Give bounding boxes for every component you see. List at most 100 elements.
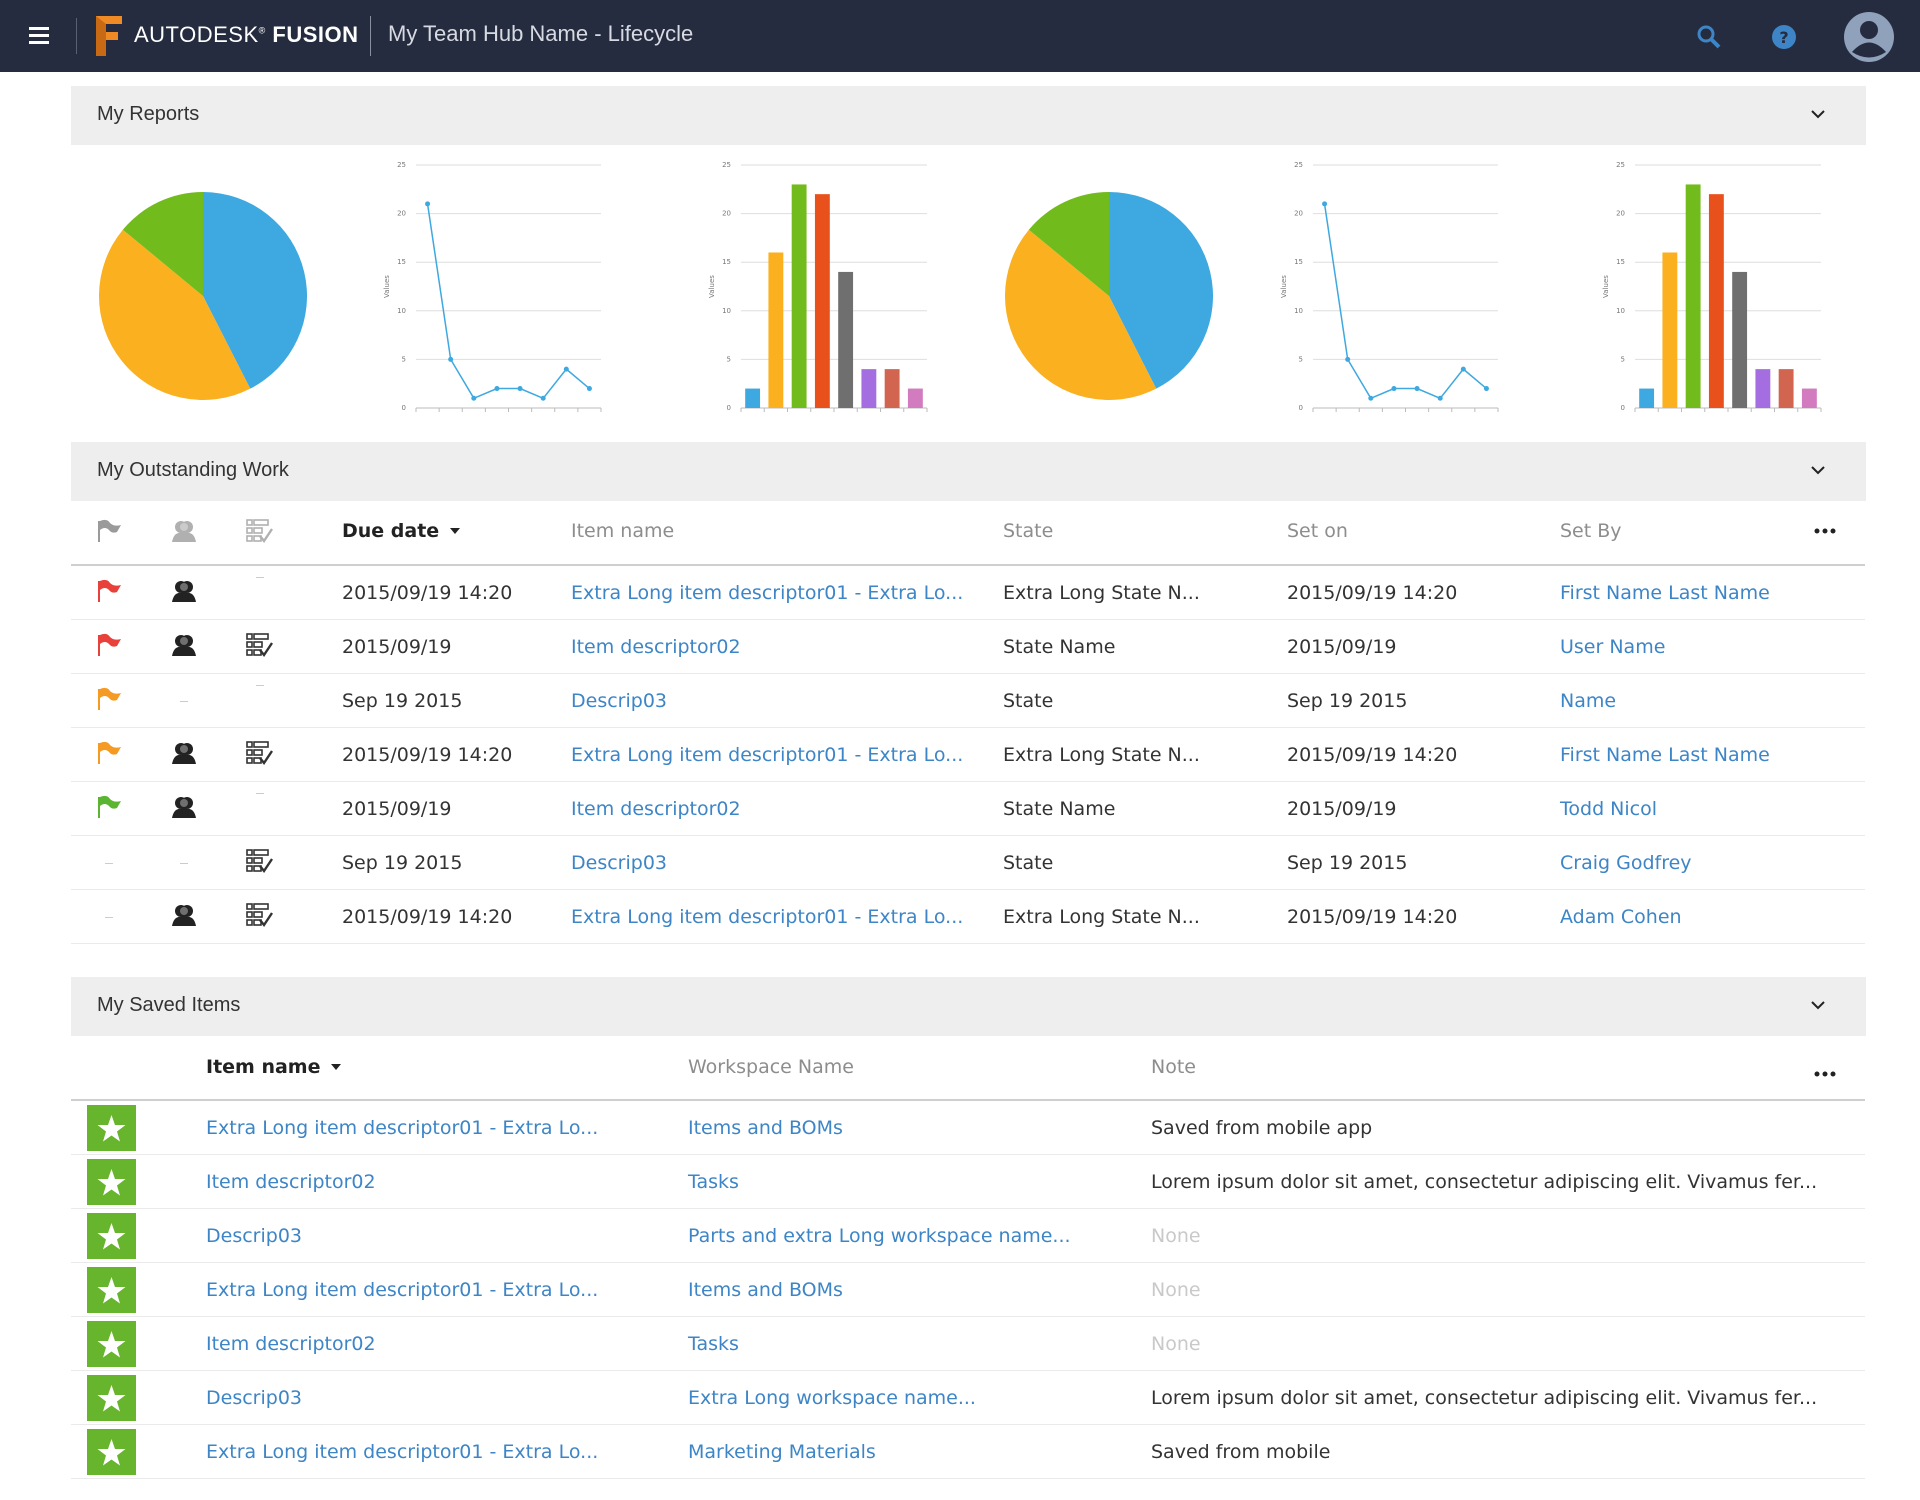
chevron <box>1811 110 1825 119</box>
top-bar: AUTODESK® FUSION My Team Hub Name - Life… <box>0 0 1920 72</box>
set-by[interactable]: Craig Godfrey <box>1560 852 1692 874</box>
header-rule <box>71 564 1865 566</box>
flag <box>98 687 121 710</box>
line-point <box>1460 366 1466 372</box>
item-name[interactable]: Descrip03 <box>206 1225 302 1247</box>
workspace-name[interactable]: Items and BOMs <box>688 1279 843 1301</box>
y-tick-label: 15 <box>1294 258 1303 266</box>
line-point <box>1414 386 1420 392</box>
owner-icon <box>172 635 196 656</box>
more-menu[interactable] <box>1813 1071 1837 1077</box>
menu-button[interactable] <box>29 27 51 45</box>
item-name[interactable]: Extra Long item descriptor01 - Extra Lo.… <box>206 1279 599 1301</box>
favorite-star[interactable] <box>86 1213 136 1259</box>
note: Lorem ipsum dolor sit amet, consectetur … <box>1151 1171 1818 1193</box>
favorite-star[interactable] <box>86 1429 136 1475</box>
workspace-name[interactable]: Extra Long workspace name... <box>688 1387 976 1409</box>
line-point <box>471 395 477 401</box>
state: State Name <box>1003 636 1116 658</box>
set-by[interactable]: User Name <box>1560 636 1666 658</box>
column-header[interactable]: State <box>1003 520 1054 542</box>
set-by[interactable]: Todd Nicol <box>1560 798 1658 820</box>
bar <box>1778 369 1794 408</box>
item[interactable]: Extra Long item descriptor01 - Extra Lo.… <box>571 744 964 766</box>
favorite-star[interactable] <box>86 1321 136 1367</box>
empty-marker <box>180 701 188 702</box>
line-point <box>563 366 569 372</box>
favorite-star[interactable] <box>86 1105 136 1151</box>
bar <box>814 194 830 408</box>
workspace-name[interactable]: Tasks <box>688 1171 739 1193</box>
y-tick-label: 0 <box>1621 404 1625 412</box>
column-header[interactable]: Workspace Name <box>688 1056 854 1078</box>
column-header[interactable]: Set By <box>1560 520 1622 542</box>
set-on: 2015/09/19 14:20 <box>1287 582 1458 604</box>
row-rule <box>71 727 1865 728</box>
note: None <box>1151 1225 1201 1247</box>
item-name[interactable]: Item descriptor02 <box>206 1171 376 1193</box>
line-point <box>1483 386 1489 392</box>
section-title: My Reports <box>97 103 200 125</box>
note: Saved from mobile app <box>1151 1117 1373 1139</box>
y-axis-label: Values <box>708 275 716 298</box>
bar <box>791 184 807 408</box>
workspace-name[interactable]: Tasks <box>688 1333 739 1355</box>
favorite-star[interactable] <box>86 1267 136 1313</box>
item[interactable]: Item descriptor02 <box>571 798 741 820</box>
due: Sep 19 2015 <box>342 852 463 874</box>
more-menu[interactable] <box>1813 528 1837 534</box>
section-title: My Outstanding Work <box>97 459 289 481</box>
workspace-name[interactable]: Parts and extra Long workspace name... <box>688 1225 1071 1247</box>
sort-caret <box>331 1064 341 1070</box>
line-point <box>1391 386 1397 392</box>
help-button[interactable]: ? <box>1771 24 1797 50</box>
workspace-name[interactable]: Items and BOMs <box>688 1117 843 1139</box>
item-name[interactable]: Item descriptor02 <box>206 1333 376 1355</box>
row-rule <box>71 835 1865 836</box>
item[interactable]: Extra Long item descriptor01 - Extra Lo.… <box>571 906 964 928</box>
flag <box>98 795 121 818</box>
search-button[interactable] <box>1696 24 1722 50</box>
item[interactable]: Descrip03 <box>571 852 667 874</box>
item[interactable]: Item descriptor02 <box>571 636 741 658</box>
bar <box>861 369 877 408</box>
brand-name: AUTODESK <box>134 22 259 47</box>
empty-marker <box>256 577 264 578</box>
section-title: My Saved Items <box>97 994 241 1016</box>
bar <box>1732 271 1748 408</box>
set-by[interactable]: Adam Cohen <box>1560 906 1682 928</box>
workspace-name[interactable]: Marketing Materials <box>688 1441 876 1463</box>
divider <box>76 18 77 54</box>
column-header[interactable]: Set on <box>1287 520 1348 542</box>
y-tick-label: 5 <box>1299 355 1303 363</box>
brand-mark: ® <box>258 25 266 36</box>
set-by[interactable]: Name <box>1560 690 1617 712</box>
y-tick-label: 5 <box>402 355 406 363</box>
state: State <box>1003 690 1054 712</box>
pie-slice <box>1004 229 1157 400</box>
item[interactable]: Extra Long item descriptor01 - Extra Lo.… <box>571 582 964 604</box>
column-header[interactable]: Item name <box>571 520 675 542</box>
column-header[interactable]: Note <box>1151 1056 1196 1078</box>
task-header <box>246 519 273 544</box>
item-name[interactable]: Descrip03 <box>206 1387 302 1409</box>
set-by[interactable]: First Name Last Name <box>1560 582 1770 604</box>
item-name[interactable]: Extra Long item descriptor01 - Extra Lo.… <box>206 1441 599 1463</box>
state: State <box>1003 852 1054 874</box>
column-header[interactable]: Due date <box>342 520 440 542</box>
y-tick-label: 20 <box>397 210 406 218</box>
avatar-button[interactable] <box>1843 11 1895 63</box>
column-header[interactable]: Item name <box>206 1056 321 1078</box>
row-rule <box>71 889 1865 890</box>
favorite-star[interactable] <box>86 1375 136 1421</box>
saved-header[interactable]: My Saved Items <box>71 977 1866 1036</box>
row-rule <box>71 619 1865 620</box>
item[interactable]: Descrip03 <box>571 690 667 712</box>
row-rule <box>71 1316 1865 1317</box>
item-name[interactable]: Extra Long item descriptor01 - Extra Lo.… <box>206 1117 599 1139</box>
favorite-star[interactable] <box>86 1159 136 1205</box>
reports-header[interactable]: My Reports <box>71 86 1866 145</box>
note: None <box>1151 1333 1201 1355</box>
set-by[interactable]: First Name Last Name <box>1560 744 1770 766</box>
outstanding-header[interactable]: My Outstanding Work <box>71 442 1866 501</box>
